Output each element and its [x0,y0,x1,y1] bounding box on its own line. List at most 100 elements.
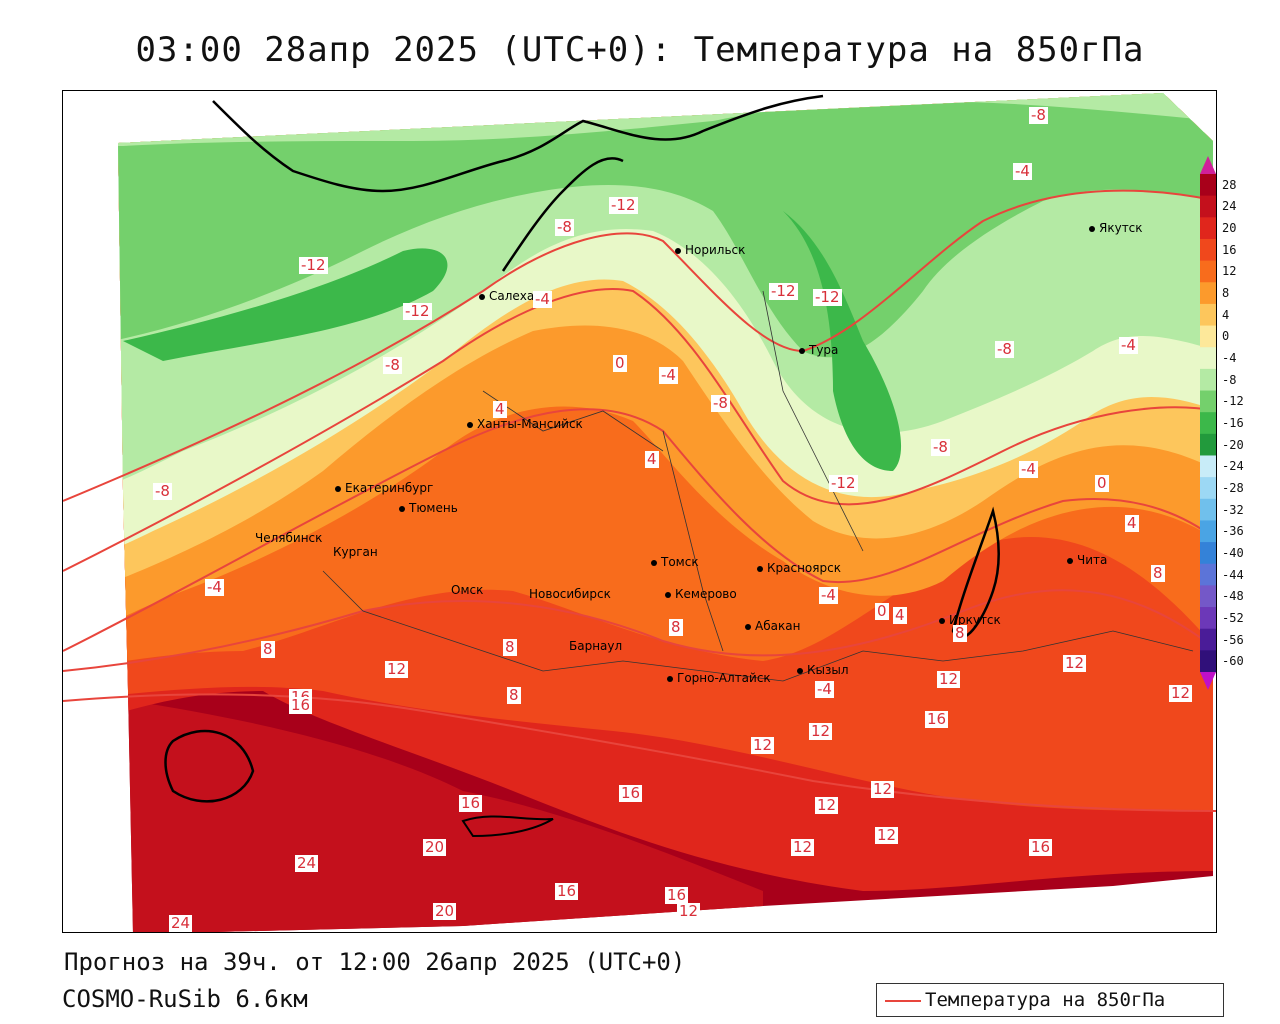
model-name: COSMO-RuSib 6.6км [62,985,308,1013]
isotherm-label: -8 [383,356,402,374]
isotherm-label: -12 [299,256,328,274]
legend-label: Температура на 850гПа [925,989,1166,1011]
isotherm-label: 4 [645,450,659,468]
city-label: Тура [809,343,839,357]
isotherm-label: 12 [871,780,895,798]
isotherm-label: 12 [1169,684,1193,702]
city-label: Якутск [1099,221,1143,235]
isotherm-label: 20 [433,902,457,920]
isotherm-label: 24 [295,854,319,872]
colorbar-swatch [1200,217,1216,240]
colorbar-tick-label: -32 [1222,502,1244,517]
colorbar-swatch [1200,195,1216,218]
map-title: 03:00 28апр 2025 (UTC+0): Температура на… [135,30,1145,70]
colorbar-tick-label: 12 [1222,264,1237,279]
isotherm-label: 16 [289,696,313,714]
city-tyumen: Тюмень [399,501,458,515]
city-dot-icon [665,591,671,598]
colorbar-tick-label: -24 [1222,459,1244,474]
colorbar-tick-label: -8 [1222,372,1237,387]
isotherm-label: -4 [819,586,838,604]
colorbar-swatch [1200,347,1216,370]
isotherm-label: -12 [769,282,798,300]
city-dot-icon [651,559,657,566]
city-dot-icon [757,565,763,572]
colorbar-swatch [1200,607,1216,630]
isotherm-label: -12 [403,302,432,320]
colorbar-swatch [1200,433,1216,456]
isotherm-label: 4 [1125,514,1139,532]
city-khanty-mansiysk: Ханты-Мансийск [467,417,583,431]
isotherm-label: -12 [813,288,842,306]
isotherm-label: 12 [791,838,815,856]
map-canvas [63,93,1216,932]
city-dot-icon [745,623,751,630]
city-novosibirsk: Новосибирск [529,587,611,601]
colorbar-tick-label: -16 [1222,416,1244,430]
band-minus16-west [123,248,448,361]
colorbar-tick-label: -52 [1222,610,1244,625]
isotherm-label: -8 [1029,106,1048,124]
colorbar-top-arrow-icon [1200,156,1216,174]
city-label: Горно-Алтайск [677,671,771,685]
city-dot-icon [675,247,681,254]
colorbar-tick-label: 28 [1222,177,1237,192]
isotherm-label: -4 [815,680,834,698]
colorbar-tick-label: -48 [1222,589,1244,604]
isotherm-label: 16 [925,710,949,728]
isotherm-label: 16 [555,882,579,900]
isotherm-label: -8 [931,438,950,456]
city-krasnoyarsk: Красноярск [757,561,841,575]
isotherm-label: -4 [205,578,224,596]
legend: Температура на 850гПа [876,983,1224,1017]
city-label: Барнаул [569,639,623,653]
city-norilsk: Норильск [675,243,745,257]
city-label: Новосибирск [529,587,611,601]
temperature-map: Якутск Норильск Салехард Тура Ханты-Манс… [62,90,1217,933]
colorbar-swatch [1200,390,1216,413]
city-irkutsk: Иркутск [939,613,1001,627]
isotherm-label: 12 [751,736,775,754]
colorbar-tick-label: -4 [1222,351,1237,366]
colorbar-tick-label: 20 [1222,221,1237,236]
city-label: Абакан [755,619,801,633]
city-label: Омск [451,583,484,597]
isotherm-label: -12 [609,196,638,214]
isotherm-label: -4 [659,366,678,384]
city-label: Томск [661,555,699,569]
isotherm-label: 16 [1029,838,1053,856]
city-tura: Тура [799,343,838,357]
isotherm-label: -8 [555,218,574,236]
city-label: Красноярск [767,561,841,575]
colorbar-swatch [1200,520,1216,543]
isotherm-label: 16 [665,886,689,904]
isotherm-label: 12 [875,826,899,844]
colorbar-swatch [1200,325,1216,348]
city-dot-icon [399,505,405,512]
colorbar-tick-label: 0 [1222,329,1230,344]
city-label: Кызыл [807,663,849,677]
city-abakan: Абакан [745,619,800,633]
colorbar-swatch [1200,303,1216,327]
isotherm-label: 16 [619,784,643,802]
colorbar-swatch [1200,174,1216,197]
colorbar-tick-label: -36 [1222,524,1244,539]
colorbar-swatch [1200,455,1216,478]
city-kyzyl: Кызыл [797,663,849,677]
isotherm-label: 0 [1095,474,1109,492]
isotherm-label: 8 [261,640,275,658]
forecast-info: Прогноз на 39ч. от 12:00 26апр 2025 (UTC… [64,948,686,976]
colorbar-swatch [1200,563,1216,586]
city-barnaul: Барнаул [569,639,622,653]
city-label: Ханты-Мансийск [477,417,583,431]
colorbar-tick-label: -60 [1222,654,1244,669]
isotherm-label: -4 [1119,336,1138,354]
isotherm-label: 12 [1063,654,1087,672]
city-tomsk: Томск [651,555,699,569]
isotherm-label: 0 [875,602,889,620]
city-label: Челябинск [255,531,323,545]
colorbar-tick-label: -28 [1222,480,1244,495]
isotherm-label: -4 [1013,162,1032,180]
band-minus16-east [783,211,902,471]
colorbar-swatch [1200,542,1216,565]
